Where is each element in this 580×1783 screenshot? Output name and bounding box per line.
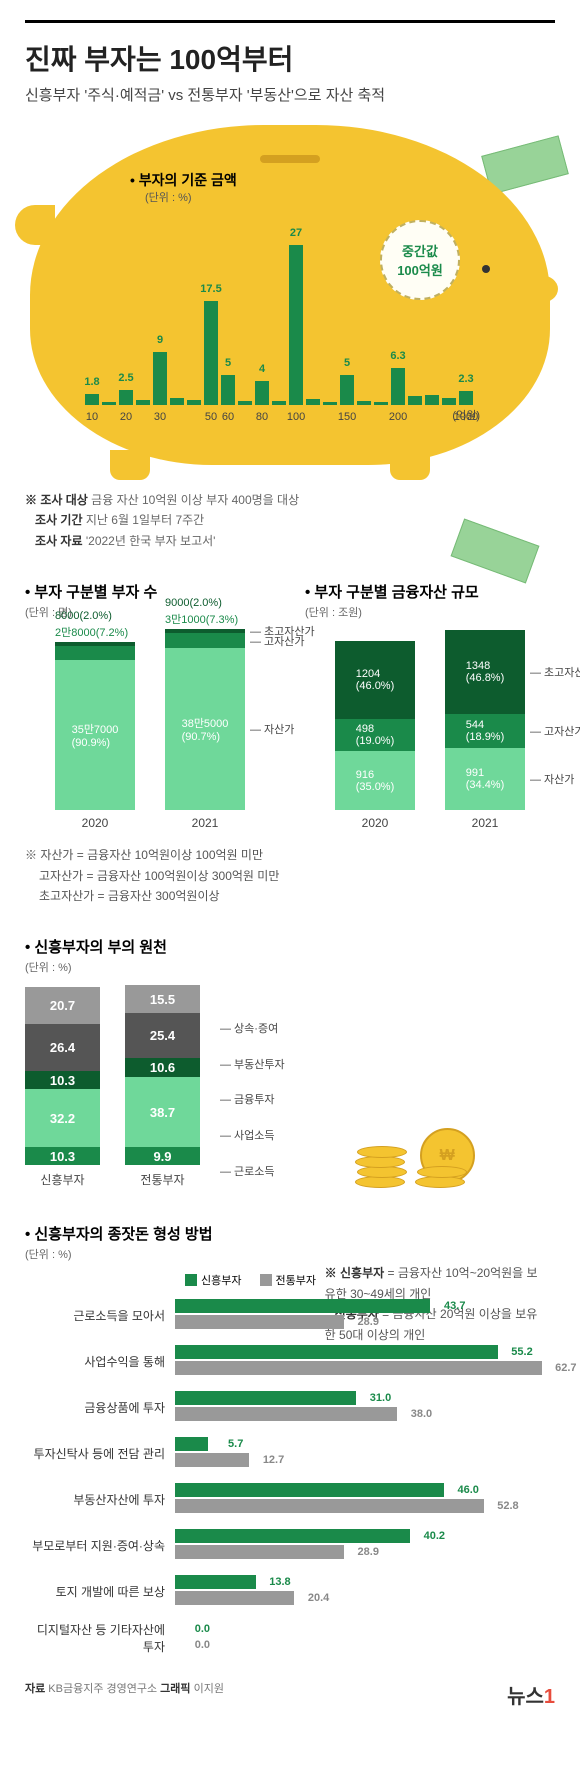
bar: [136, 400, 150, 405]
hbar-row: 디지털자산 등 기타자산에 투자 0.0 0.0: [25, 1621, 555, 1655]
chart-asset-scale: • 부자 구분별 금융자산 규모 (단위 : 조원) 1204 (46.0%)4…: [305, 581, 555, 830]
bar: [187, 400, 201, 405]
bar: [272, 401, 286, 405]
bar: 2.31000: [459, 391, 473, 405]
stacked-bar: 20.726.410.332.210.3신흥부자: [25, 987, 100, 1188]
bar: [238, 401, 252, 405]
chart1-unit: (단위 : %): [145, 189, 192, 205]
main-title: 진짜 부자는 100억부터: [25, 38, 555, 78]
bar: [425, 395, 439, 405]
bar: 1.810: [85, 394, 99, 405]
bar: 560: [221, 375, 235, 405]
bar: 27100: [289, 245, 303, 405]
bar: [323, 402, 337, 405]
hbar-row: 사업수익을 통해 55.2 62.7: [25, 1345, 555, 1377]
chart1-title: • 부자의 기준 금액: [130, 170, 237, 190]
bar: 2.520: [119, 390, 133, 405]
chart-wealth-threshold: • 부자의 기준 금액 (단위 : %) 중간값 100억원 1.8102.52…: [25, 125, 555, 551]
hbar-row: 부동산자산에 투자 46.0 52.8: [25, 1483, 555, 1515]
bar: 480: [255, 381, 269, 405]
bar: [442, 398, 456, 405]
bar: [102, 402, 116, 405]
bar: [170, 398, 184, 405]
bar: 5150: [340, 375, 354, 405]
bar: 930: [153, 352, 167, 405]
footer: 자료 KB금융지주 경영연구소 그래픽 이지원 뉴스1: [25, 1680, 555, 1709]
hbar-row: 투자신탁사 등에 전담 관리 5.7 12.7: [25, 1437, 555, 1469]
bar: [306, 399, 320, 405]
news-logo: 뉴스1: [507, 1680, 555, 1709]
bar: [357, 401, 371, 405]
subtitle: 신흥부자 '주식·예적금' vs 전통부자 '부동산'으로 자산 축적: [25, 84, 555, 105]
stacked-bar: 15.525.410.638.79.9전통부자: [125, 985, 200, 1188]
bar: [374, 402, 388, 405]
stacked-bar: 8000(2.0%)2만8000(7.2%)35만7000 (90.9%)202…: [55, 610, 135, 830]
hbar-row: 금융상품에 투자 31.0 38.0: [25, 1391, 555, 1423]
chart-rich-count: • 부자 구분별 부자 수 (단위 : 명) 8000(2.0%)2만8000(…: [25, 581, 275, 830]
bar: 17.550: [204, 301, 218, 405]
chart-wealth-source: • 신흥부자의 부의 원천 (단위 : %) 20.726.410.332.21…: [25, 936, 555, 1188]
hbar-row: 부모로부터 지원·증여·상속 40.2 28.9: [25, 1529, 555, 1561]
hbar-row: 토지 개발에 따른 보상 13.8 20.4: [25, 1575, 555, 1607]
bar: 6.3200: [391, 368, 405, 405]
hbar-row: 근로소득을 모아서 43.7 28.9: [25, 1299, 555, 1331]
stacked-bar: 9000(2.0%)3만1000(7.3%)— 초고자산가— 고자산가38만50…: [165, 597, 245, 830]
bar: [408, 396, 422, 405]
stacked-bar: 1348 (46.8%)— 초고자산가544 (18.9%)— 고자산가991 …: [445, 630, 525, 830]
axis-unit: (억원): [452, 407, 480, 423]
stacked-bar: 1204 (46.0%)498 (19.0%)916 (35.0%)2020: [335, 641, 415, 830]
wealth-tier-definitions: ※ 자산가 = 금융자산 10억원이상 100억원 미만 고자산가 = 금융자산…: [25, 845, 555, 906]
